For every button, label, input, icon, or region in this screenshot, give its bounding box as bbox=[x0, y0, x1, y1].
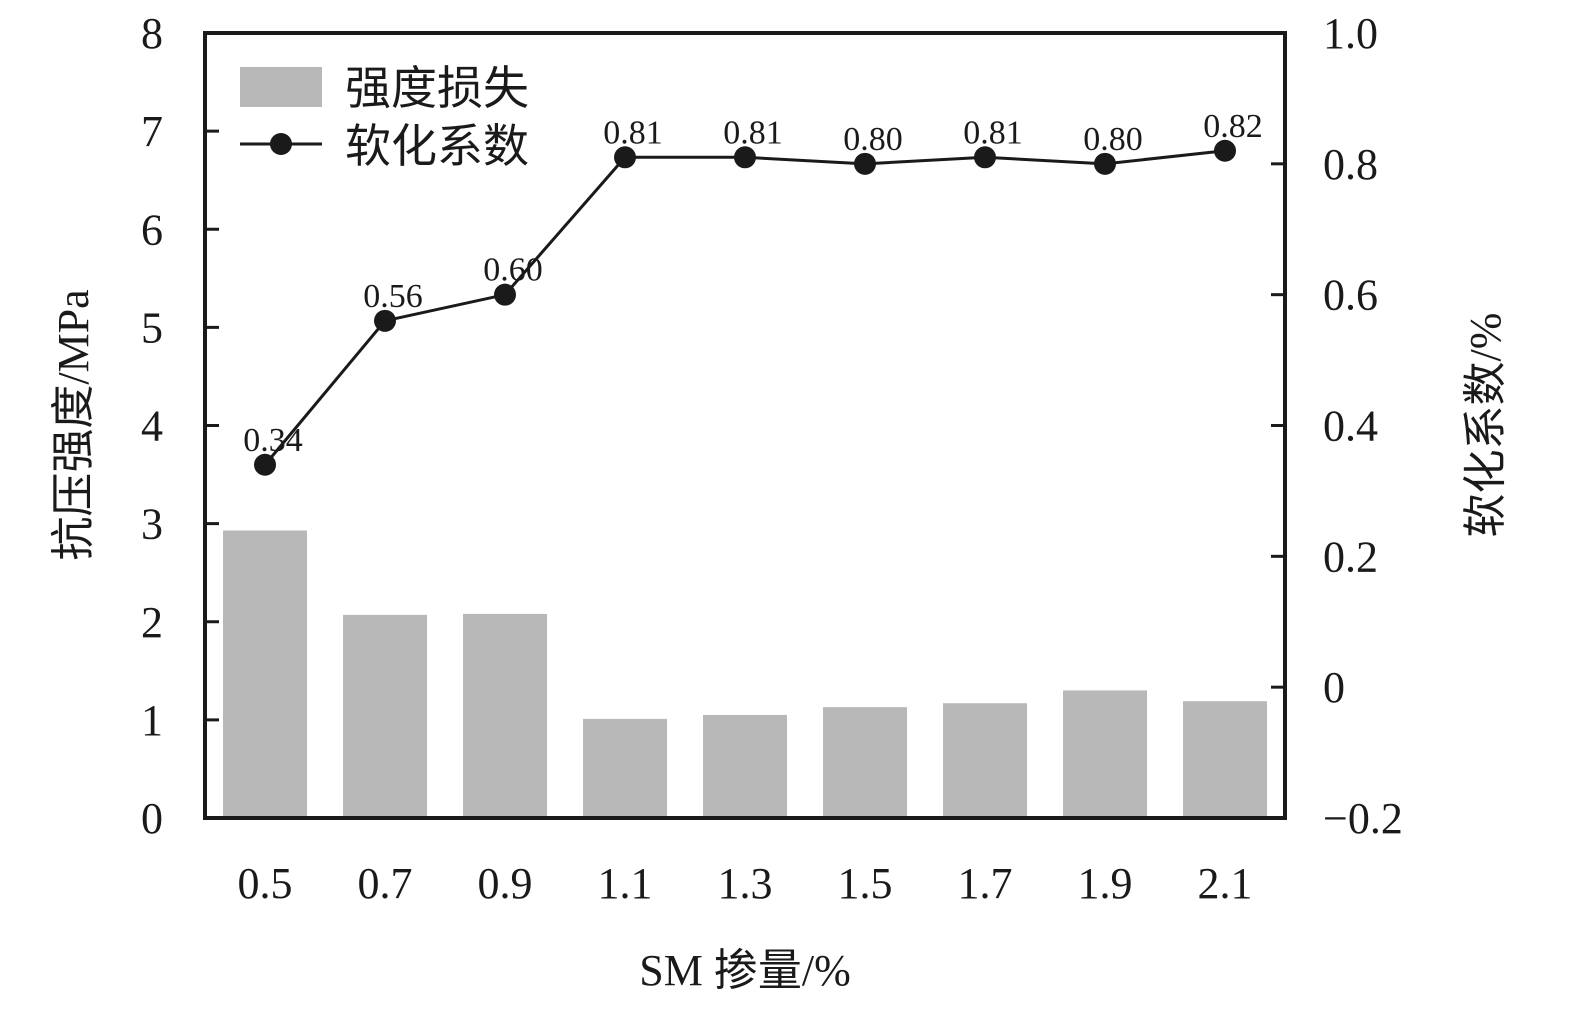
point-0.7 bbox=[374, 309, 396, 332]
y-tick-label-left: 1 bbox=[141, 696, 163, 745]
point-1.7 bbox=[974, 146, 996, 169]
y-tick-label-left: 7 bbox=[141, 107, 163, 156]
y-tick-label-right: 0 bbox=[1323, 663, 1345, 712]
data-label-1.1: 0.81 bbox=[603, 114, 663, 151]
x-tick-label: 0.9 bbox=[478, 859, 533, 908]
legend-label-bar: 强度损失 bbox=[345, 63, 529, 114]
x-tick-label: 0.7 bbox=[358, 859, 413, 908]
data-label-1.5: 0.80 bbox=[843, 121, 903, 158]
bars-layer bbox=[223, 530, 1267, 818]
data-label-1.7: 0.81 bbox=[963, 114, 1023, 151]
data-labels-layer: 0.34 0.56 0.60 0.81 0.81 0.80 0.81 0.80 0.82 bbox=[243, 108, 1263, 459]
x-tick-label: 1.1 bbox=[598, 859, 653, 908]
bar-1.1 bbox=[583, 718, 667, 818]
y-tick-label-right: 0.6 bbox=[1323, 271, 1378, 320]
x-tick-label: 1.3 bbox=[718, 859, 773, 908]
y-tick-label-right: 0.2 bbox=[1323, 532, 1378, 581]
y-tick-label-right: 1.0 bbox=[1323, 9, 1378, 58]
bar-0.9 bbox=[463, 613, 547, 818]
bar-0.7 bbox=[343, 614, 427, 818]
bar-2.1 bbox=[1183, 701, 1267, 818]
x-axis-title: SM 掺量/% bbox=[639, 946, 850, 995]
point-1.9 bbox=[1094, 152, 1116, 175]
y-tick-label-left: 8 bbox=[141, 9, 163, 58]
y-axis-title-left: 抗压强度/MPa bbox=[49, 289, 98, 560]
data-label-0.9: 0.60 bbox=[483, 252, 543, 289]
x-tick-label: 0.5 bbox=[238, 859, 293, 908]
x-tick-label: 1.7 bbox=[958, 859, 1013, 908]
y-tick-label-left: 2 bbox=[141, 598, 163, 647]
legend-label-line: 软化系数 bbox=[345, 121, 529, 172]
y-tick-label-right: 0.8 bbox=[1323, 140, 1378, 189]
y-tick-label-left: 4 bbox=[141, 402, 163, 451]
y-axis-title-right: 软化系数/% bbox=[1461, 313, 1510, 538]
y-tick-label-left: 5 bbox=[141, 303, 163, 352]
y-tick-label-left: 0 bbox=[141, 794, 163, 843]
bar-1.5 bbox=[823, 707, 907, 818]
point-1.1 bbox=[614, 146, 636, 169]
x-tick-label: 1.5 bbox=[838, 859, 893, 908]
y-tick-label-left: 3 bbox=[141, 500, 163, 549]
y-tick-label-right: 0.4 bbox=[1323, 402, 1378, 451]
line-layer bbox=[254, 139, 1236, 476]
data-label-2.1: 0.82 bbox=[1203, 108, 1263, 145]
data-label-1.9: 0.80 bbox=[1083, 121, 1143, 158]
data-label-0.7: 0.56 bbox=[363, 278, 423, 315]
bar-1.3 bbox=[703, 714, 787, 818]
legend-line-marker bbox=[270, 133, 292, 155]
y-tick-label-left: 6 bbox=[141, 205, 163, 254]
bar-0.5 bbox=[223, 530, 307, 818]
point-1.3 bbox=[734, 146, 756, 169]
point-2.1 bbox=[1214, 139, 1236, 162]
ticks-layer: 0 1 2 3 4 5 6 7 8 −0.2 0 0.2 0.4 0.6 0.8 1.0 0.5 0.7 0.9 1.… bbox=[141, 9, 1403, 908]
data-label-0.5: 0.34 bbox=[243, 422, 303, 459]
data-label-1.3: 0.81 bbox=[723, 114, 783, 151]
legend-bar-swatch bbox=[240, 67, 322, 107]
bar-1.7 bbox=[943, 703, 1027, 818]
y-tick-label-right: −0.2 bbox=[1323, 794, 1403, 843]
point-0.9 bbox=[494, 283, 516, 306]
point-1.5 bbox=[854, 152, 876, 175]
point-0.5 bbox=[254, 453, 276, 476]
x-tick-label: 1.9 bbox=[1078, 859, 1133, 908]
bar-1.9 bbox=[1063, 690, 1147, 818]
x-tick-label: 2.1 bbox=[1198, 859, 1253, 908]
